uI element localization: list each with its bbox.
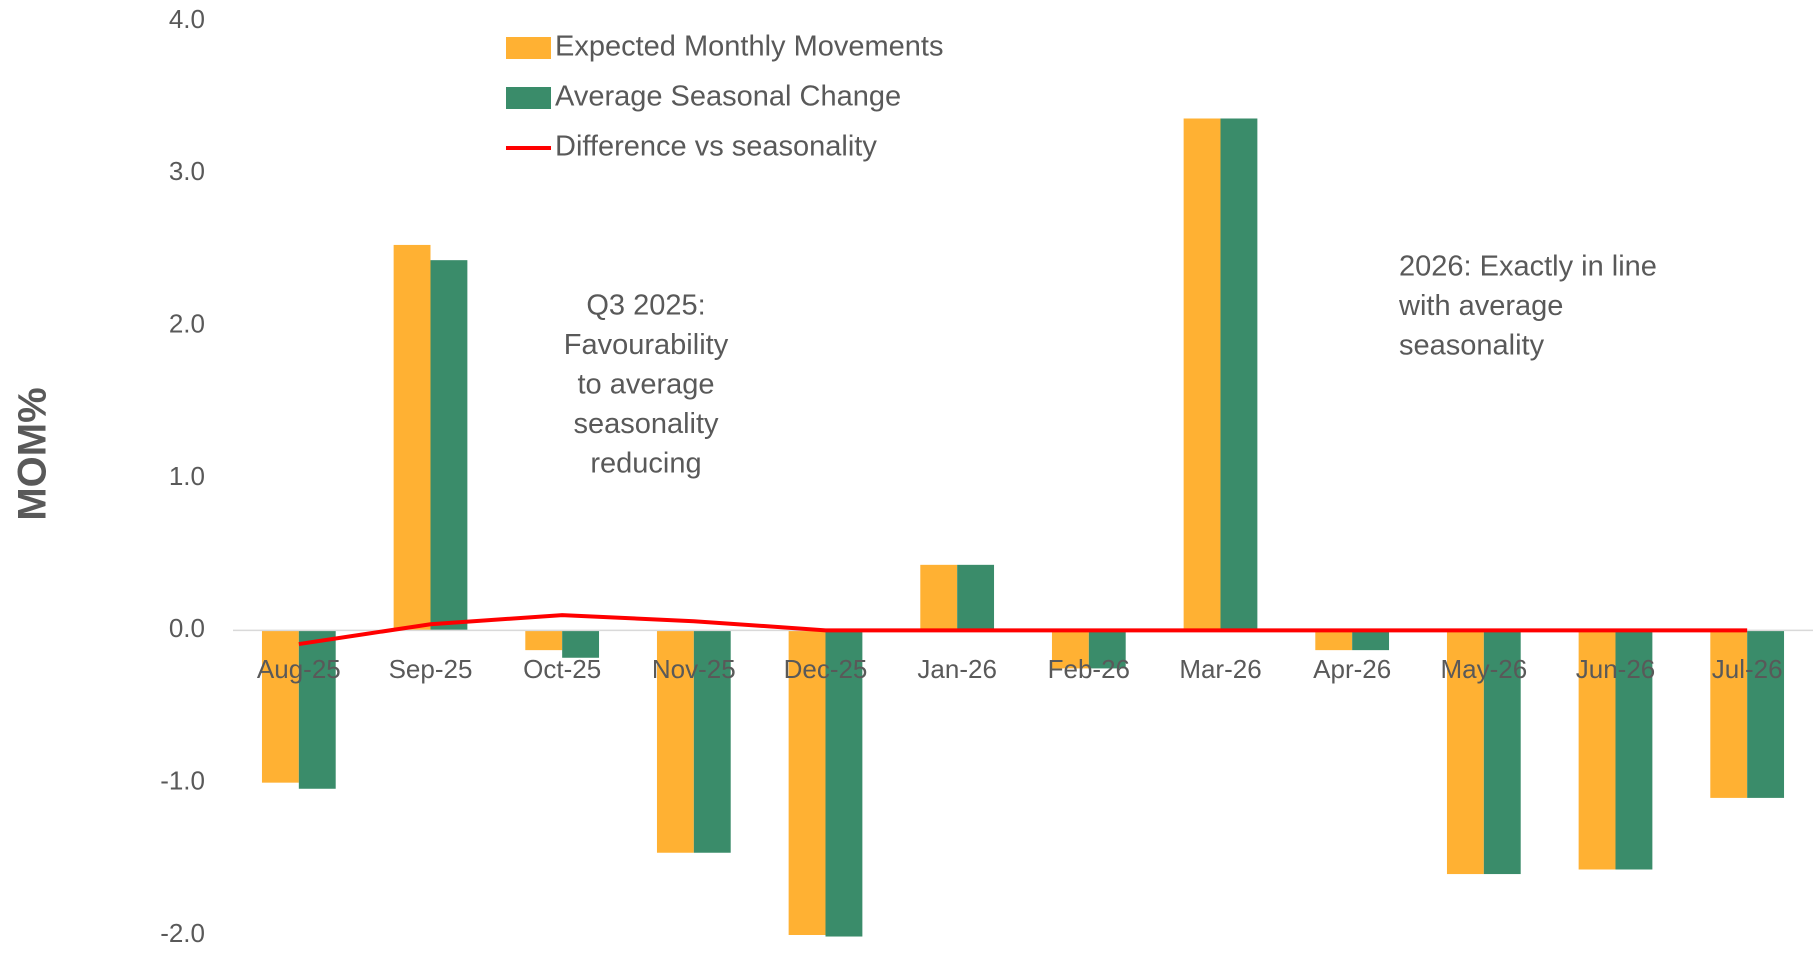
bar xyxy=(788,630,826,935)
x-tick-label: Jun-26 xyxy=(1576,654,1656,684)
x-tick-label: Sep-25 xyxy=(389,654,473,684)
legend-label: Average Seasonal Change xyxy=(555,81,901,113)
bar xyxy=(693,630,731,853)
annotation: seasonality xyxy=(573,408,719,440)
bar xyxy=(525,630,563,651)
bar xyxy=(261,630,299,783)
annotation: 2026: Exactly in line xyxy=(1399,251,1657,283)
bar xyxy=(562,630,600,658)
y-tick-label: 1.0 xyxy=(169,461,205,491)
bar xyxy=(825,630,863,937)
legend-swatch xyxy=(506,87,551,109)
bar xyxy=(1315,630,1353,651)
line xyxy=(298,613,1748,647)
bar xyxy=(1051,630,1089,669)
bar xyxy=(1710,630,1748,798)
y-tick-label: -2.0 xyxy=(160,918,205,948)
bar xyxy=(1183,118,1221,631)
y-tick-label: 4.0 xyxy=(169,4,205,34)
x-tick-label: May-26 xyxy=(1440,654,1527,684)
x-tick-label: Dec-25 xyxy=(784,654,868,684)
bar xyxy=(1747,630,1785,798)
legend-swatch xyxy=(506,37,551,59)
x-tick-label: Mar-26 xyxy=(1179,654,1261,684)
bar xyxy=(920,564,958,631)
y-tick-label: 0.0 xyxy=(169,613,205,643)
bar xyxy=(393,244,431,631)
bar xyxy=(298,630,336,789)
bar xyxy=(1088,630,1126,669)
annotation: reducing xyxy=(590,448,701,480)
y-tick-label: 3.0 xyxy=(169,156,205,186)
annotation: Q3 2025: xyxy=(586,290,705,322)
y-axis-label: MOM% xyxy=(11,387,55,520)
bar xyxy=(957,564,995,631)
x-tick-label: Aug-25 xyxy=(257,654,341,684)
x-tick-label: Feb-26 xyxy=(1048,654,1130,684)
x-tick-label: Nov-25 xyxy=(652,654,736,684)
bar xyxy=(1615,630,1653,870)
bar xyxy=(1483,630,1521,875)
y-tick-label: 2.0 xyxy=(169,309,205,339)
x-tick-label: Jan-26 xyxy=(917,654,997,684)
legend-label: Expected Monthly Movements xyxy=(555,31,943,63)
x-tick-label: Oct-25 xyxy=(523,654,601,684)
bar xyxy=(1220,118,1258,631)
x-tick-label: Jul-26 xyxy=(1712,654,1783,684)
annotation: Favourability xyxy=(564,329,729,361)
bar xyxy=(1578,630,1616,870)
annotation: seasonality xyxy=(1399,330,1545,362)
annotation: with average xyxy=(1398,290,1563,322)
x-tick-label: Apr-26 xyxy=(1313,654,1391,684)
bar xyxy=(656,630,694,853)
legend-label: Difference vs seasonality xyxy=(555,131,877,163)
annotation: to average xyxy=(577,369,714,401)
y-tick-label: -1.0 xyxy=(160,766,205,796)
bar xyxy=(430,260,468,631)
bar xyxy=(1446,630,1484,875)
bar xyxy=(1352,630,1390,651)
